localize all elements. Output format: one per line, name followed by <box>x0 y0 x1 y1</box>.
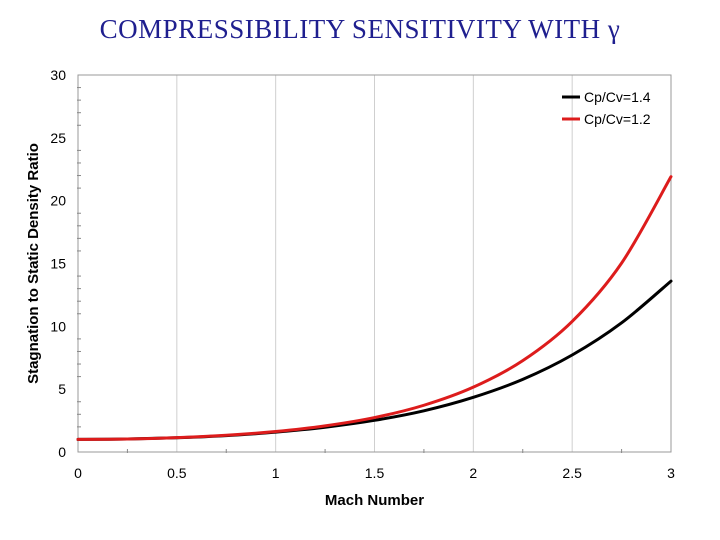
x-tick-label: 2 <box>469 465 477 481</box>
legend-label: Cp/Cv=1.4 <box>584 89 651 105</box>
y-tick-labels: 0 5 10 15 20 25 30 <box>50 67 66 460</box>
x-tick-label: 0.5 <box>167 465 187 481</box>
y-tick-label: 5 <box>58 381 66 397</box>
x-tick-label: 0 <box>74 465 82 481</box>
y-tick-label: 30 <box>50 67 66 83</box>
plot-area <box>77 74 672 453</box>
legend: Cp/Cv=1.4 Cp/Cv=1.2 <box>562 89 651 127</box>
x-tick-labels: 0 0.5 1 1.5 2 2.5 3 <box>74 465 675 481</box>
x-tick-label: 3 <box>667 465 675 481</box>
y-axis-title: Stagnation to Static Density Ratio <box>25 143 42 384</box>
legend-label: Cp/Cv=1.2 <box>584 111 651 127</box>
grid-lines <box>176 75 573 452</box>
y-tick-label: 15 <box>50 256 66 272</box>
y-tick-label: 0 <box>58 444 66 460</box>
x-tick-label: 1 <box>272 465 280 481</box>
x-tick-label: 2.5 <box>562 465 582 481</box>
slide-title: COMPRESSIBILITY SENSITIVITY WITH γ <box>99 14 621 44</box>
x-axis-title: Mach Number <box>325 492 424 509</box>
minor-ticks <box>77 87 623 453</box>
y-tick-label: 20 <box>50 193 66 209</box>
series-line-cp-cv-1-2 <box>76 175 673 441</box>
series-lines <box>76 175 673 441</box>
x-tick-label: 1.5 <box>365 465 385 481</box>
y-tick-label: 10 <box>50 318 66 334</box>
y-tick-label: 25 <box>50 130 66 146</box>
